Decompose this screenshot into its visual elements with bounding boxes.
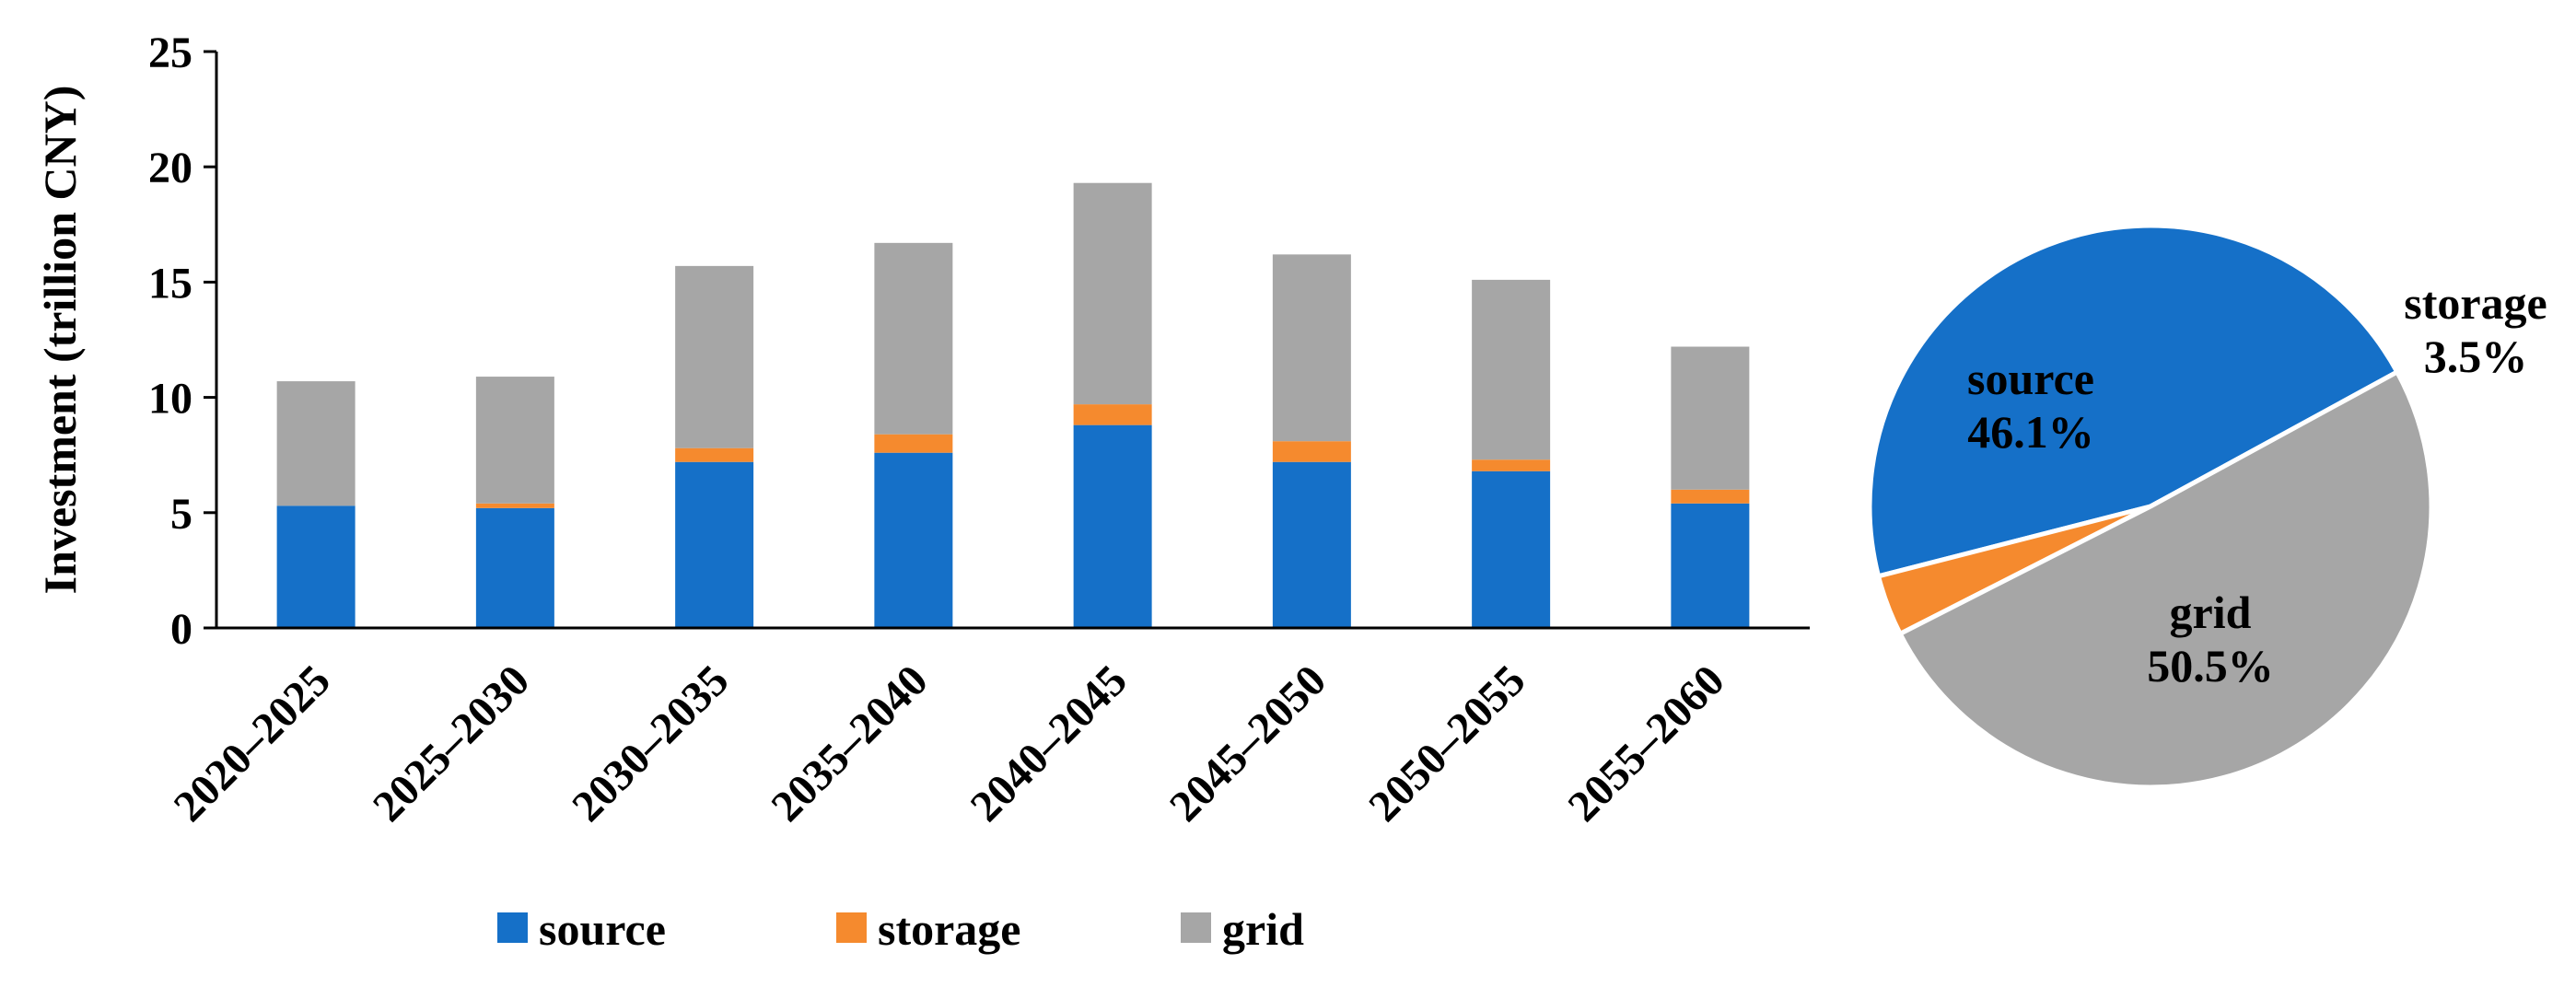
- bar-segment-source: [675, 461, 754, 628]
- pie-label-name: source: [1967, 353, 2094, 404]
- bar-segment-storage: [874, 434, 953, 453]
- bar-segment-source: [874, 452, 953, 628]
- bar-segment-storage: [1671, 489, 1750, 504]
- x-tick-label: 2030–2035: [563, 656, 738, 831]
- legend-label: grid: [1222, 903, 1304, 955]
- pie-label-percent: 3.5%: [2424, 331, 2528, 382]
- y-tick-label: 10: [148, 375, 192, 424]
- x-tick-label: 2040–2045: [962, 656, 1136, 831]
- x-tick-label: 2025–2030: [364, 656, 539, 831]
- bar-plot-area: [276, 182, 1750, 628]
- pie-slice-source: [1867, 223, 2400, 579]
- y-tick-label: 25: [148, 29, 192, 77]
- legend-swatch: [497, 912, 528, 943]
- bar-segment-source: [1073, 424, 1152, 628]
- bar-segment-storage: [475, 503, 554, 508]
- bar-segment-source: [1472, 470, 1551, 628]
- y-tick-label: 5: [170, 490, 192, 539]
- x-tick-label: 2050–2055: [1359, 656, 1534, 831]
- pie-label-name: grid: [2170, 587, 2252, 638]
- bar-segment-grid: [475, 377, 554, 504]
- bar-segment-source: [1272, 461, 1351, 628]
- bar-segment-storage: [675, 447, 754, 462]
- bar-segment-grid: [1073, 182, 1152, 405]
- legend-swatch: [1181, 912, 1211, 943]
- bar-segment-grid: [1671, 346, 1750, 490]
- pie-slice-grid: [1897, 369, 2434, 790]
- bar-legend: source storage grid: [497, 903, 1304, 955]
- legend-item-grid: grid: [1181, 903, 1304, 955]
- bar-segment-grid: [874, 242, 953, 435]
- x-tick-label: 2055–2060: [1558, 656, 1733, 831]
- bar-segment-storage: [1073, 404, 1152, 425]
- bar-segment-grid: [1472, 279, 1551, 460]
- legend-item-source: source: [497, 903, 666, 955]
- bar-segment-grid: [276, 381, 356, 506]
- bar-segment-source: [1671, 503, 1750, 628]
- x-tick-label: 2045–2050: [1160, 656, 1335, 831]
- x-tick-label: 2020–2025: [165, 656, 340, 831]
- legend-label: storage: [878, 903, 1021, 955]
- y-axis: 0 5 10 15 20 25: [148, 29, 218, 654]
- bar-segment-grid: [1272, 254, 1351, 442]
- y-axis-title: Investment (trillion CNY): [34, 86, 86, 595]
- pie-label-percent: 50.5%: [2147, 640, 2274, 691]
- bar-segment-storage: [1472, 459, 1551, 471]
- pie-label-percent: 46.1%: [1967, 406, 2094, 458]
- y-tick-label: 20: [148, 144, 192, 192]
- y-tick-label: 15: [148, 259, 192, 308]
- legend-swatch: [836, 912, 867, 943]
- x-tick-label: 2035–2040: [762, 656, 937, 831]
- x-axis: 2020–2025 2025–2030 2030–2035 2035–2040 2040…: [165, 626, 1810, 831]
- bar-segment-storage: [1272, 441, 1351, 462]
- legend-label: source: [539, 903, 666, 955]
- bar-segment-source: [276, 505, 356, 628]
- pie-label-name: storage: [2404, 277, 2547, 329]
- bar-segment-source: [475, 507, 554, 628]
- legend-item-storage: storage: [836, 903, 1021, 955]
- y-tick-label: 0: [170, 605, 192, 654]
- bar-segment-grid: [675, 265, 754, 448]
